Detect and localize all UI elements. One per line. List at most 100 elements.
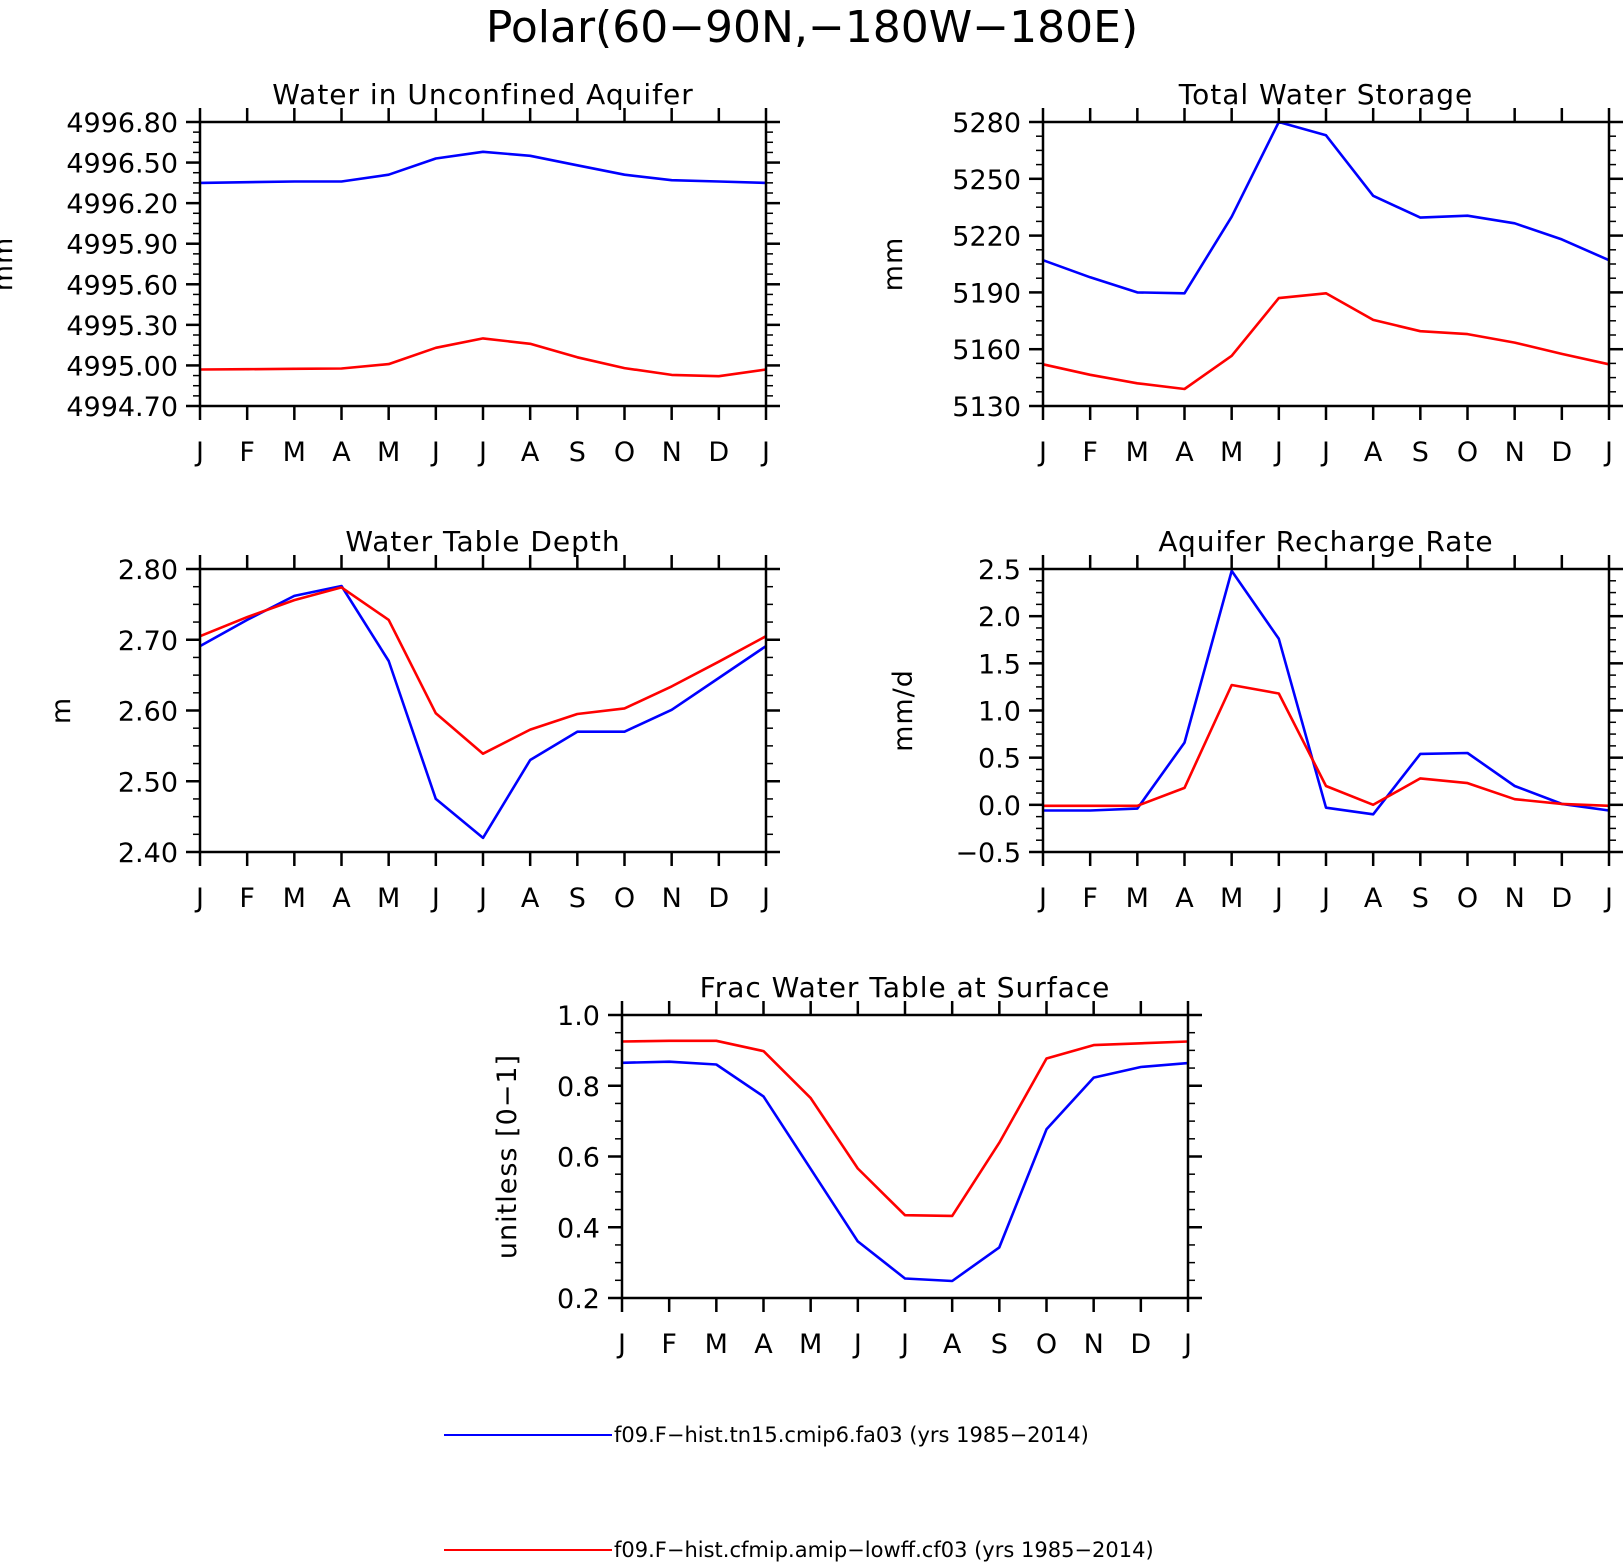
series-line-2 <box>621 1039 1189 1218</box>
x-tick-label: J <box>1320 437 1330 468</box>
y-tick-label: −0.5 <box>955 838 1021 869</box>
x-tick-label: M <box>705 1329 728 1360</box>
x-tick-label: J <box>1273 437 1283 468</box>
y-tick-label: 2.50 <box>118 767 178 798</box>
x-tick-label: A <box>521 437 540 468</box>
y-axis-label: m <box>46 697 77 724</box>
panel-frac-water-table-at-surface: Frac Water Table at Surface unitless [0−1… <box>492 971 1202 1360</box>
x-tick-label: A <box>332 437 351 468</box>
x-tick-label: F <box>239 437 255 468</box>
x-tick-label: F <box>661 1329 677 1360</box>
figure-title: Polar(60−90N,−180W−180E) <box>486 2 1138 53</box>
x-tick-label: J <box>430 437 440 468</box>
x-tick-label: A <box>754 1329 773 1360</box>
y-tick-label: 2.60 <box>118 697 178 728</box>
x-tick-label: J <box>430 883 440 914</box>
y-tick-label: 1.0 <box>978 697 1021 728</box>
x-tick-label: A <box>1364 883 1383 914</box>
x-tick-label: J <box>760 437 770 468</box>
x-tick-label: N <box>1505 437 1525 468</box>
x-tick-label: J <box>852 1329 862 1360</box>
plot-frame <box>1041 567 1611 854</box>
y-tick-label: 5130 <box>952 392 1021 423</box>
x-tick-label: O <box>614 437 635 468</box>
y-tick-label: 1.5 <box>978 649 1021 680</box>
y-tick-label: 0.5 <box>978 744 1021 775</box>
x-tick-label: A <box>1364 437 1383 468</box>
x-tick-label: J <box>1037 437 1047 468</box>
y-tick-label: 1.0 <box>557 1001 600 1032</box>
y-tick-label: 4995.90 <box>66 230 178 261</box>
x-tick-label: D <box>708 437 729 468</box>
series-line-1 <box>199 584 767 840</box>
y-axis-label: unitless [0−1] <box>492 1054 523 1259</box>
y-tick-label: 2.0 <box>978 602 1021 633</box>
x-tick-label: M <box>377 437 400 468</box>
y-tick-label: 4996.80 <box>66 108 178 139</box>
y-tick-label: 2.80 <box>118 555 178 586</box>
x-tick-label: J <box>616 1329 626 1360</box>
x-tick-label: A <box>943 1329 962 1360</box>
y-tick-label: 2.70 <box>118 626 178 657</box>
x-tick-label: O <box>1457 437 1478 468</box>
y-tick-label: 0.8 <box>557 1072 600 1103</box>
y-axis-label: mm <box>878 237 909 292</box>
panel-title: Water in Unconfined Aquifer <box>272 78 693 111</box>
y-tick-label: 4995.30 <box>66 311 178 342</box>
panel-title: Water Table Depth <box>345 525 620 558</box>
y-tick-label: 4996.50 <box>66 149 178 180</box>
x-tick-label: F <box>239 883 255 914</box>
y-axis-label: mm/d <box>888 669 919 752</box>
y-tick-label: 5220 <box>952 222 1021 253</box>
x-tick-label: S <box>569 883 586 914</box>
y-tick-label: 0.0 <box>978 791 1021 822</box>
x-tick-label: O <box>614 883 635 914</box>
x-tick-label: S <box>991 1329 1008 1360</box>
x-tick-label: J <box>477 883 487 914</box>
x-tick-label: S <box>1412 437 1429 468</box>
plot-frame <box>620 1013 1190 1300</box>
x-tick-label: J <box>1603 437 1613 468</box>
x-tick-label: J <box>1037 883 1047 914</box>
x-tick-label: S <box>1412 883 1429 914</box>
legend: f09.F−hist.tn15.cmip6.fa03 (yrs 1985−201… <box>444 1423 1154 1562</box>
x-tick-label: O <box>1457 883 1478 914</box>
legend-label-2: f09.F−hist.cfmip.amip−lowff.cf03 (yrs 19… <box>614 1538 1154 1562</box>
series-line-1 <box>621 1060 1189 1283</box>
y-tick-label: 2.5 <box>978 555 1021 586</box>
y-tick-label: 5190 <box>952 278 1021 309</box>
x-tick-label: J <box>1273 883 1283 914</box>
x-tick-label: A <box>521 883 540 914</box>
y-tick-label: 0.2 <box>557 1284 600 1315</box>
x-tick-label: D <box>1130 1329 1151 1360</box>
x-tick-label: A <box>1175 883 1194 914</box>
x-tick-label: D <box>1551 883 1572 914</box>
x-tick-label: A <box>1175 437 1194 468</box>
x-tick-label: M <box>283 437 306 468</box>
series-line-2 <box>199 586 767 756</box>
x-tick-label: S <box>569 437 586 468</box>
x-tick-label: N <box>1505 883 1525 914</box>
plot-frame <box>198 567 768 854</box>
series-line-1 <box>1043 569 1610 816</box>
x-tick-label: M <box>1220 437 1243 468</box>
x-tick-label: D <box>1551 437 1572 468</box>
panel-title: Total Water Storage <box>1178 78 1474 111</box>
x-tick-label: J <box>194 883 204 914</box>
x-tick-label: A <box>332 883 351 914</box>
x-tick-label: M <box>283 883 306 914</box>
y-tick-label: 4994.70 <box>66 392 178 423</box>
plot-frame <box>198 120 768 408</box>
series-line-1 <box>1042 120 1610 295</box>
series-line-2 <box>1043 683 1610 808</box>
x-tick-label: M <box>1126 883 1149 914</box>
x-tick-label: J <box>1320 883 1330 914</box>
x-tick-label: J <box>1603 883 1613 914</box>
x-tick-label: N <box>662 883 682 914</box>
series-line-2 <box>1042 291 1610 391</box>
